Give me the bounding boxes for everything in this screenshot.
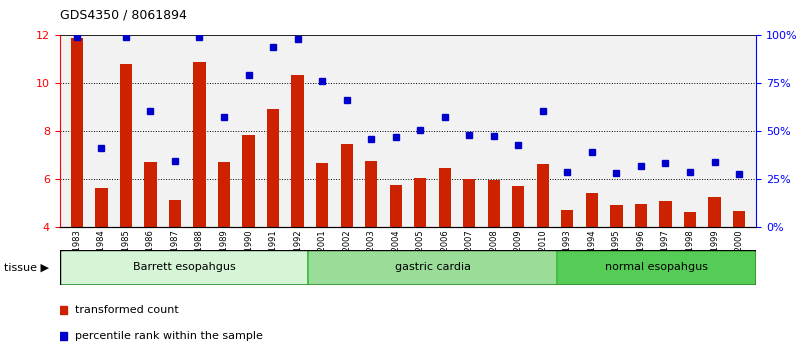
Bar [169, 200, 181, 227]
Bar [684, 212, 696, 227]
Bar [414, 178, 427, 227]
Bar [193, 62, 205, 227]
Bar [488, 180, 500, 227]
Bar [537, 164, 549, 227]
Bar [291, 75, 304, 227]
Bar [659, 201, 672, 227]
Text: gastric cardia: gastric cardia [395, 262, 470, 272]
Bar [586, 193, 598, 227]
Bar [316, 163, 328, 227]
Bar [708, 197, 720, 227]
Bar [71, 38, 83, 227]
Bar [561, 210, 573, 227]
Bar [439, 168, 451, 227]
Text: percentile rank within the sample: percentile rank within the sample [76, 331, 263, 341]
Bar [218, 162, 230, 227]
Bar [389, 185, 402, 227]
Text: tissue ▶: tissue ▶ [4, 262, 49, 272]
Bar [611, 205, 622, 227]
Bar [733, 211, 745, 227]
Bar [463, 179, 475, 227]
Text: Barrett esopahgus: Barrett esopahgus [133, 262, 236, 272]
Text: normal esopahgus: normal esopahgus [605, 262, 708, 272]
Bar [119, 64, 132, 227]
Bar [341, 144, 353, 227]
Bar [365, 161, 377, 227]
Bar [557, 250, 756, 285]
Bar [512, 186, 525, 227]
Bar [267, 109, 279, 227]
Bar [60, 250, 308, 285]
Bar [308, 250, 557, 285]
Bar [634, 204, 647, 227]
Bar [243, 135, 255, 227]
Text: transformed count: transformed count [76, 305, 179, 315]
Bar [144, 162, 157, 227]
Bar [96, 188, 107, 227]
Text: GDS4350 / 8061894: GDS4350 / 8061894 [60, 9, 186, 22]
